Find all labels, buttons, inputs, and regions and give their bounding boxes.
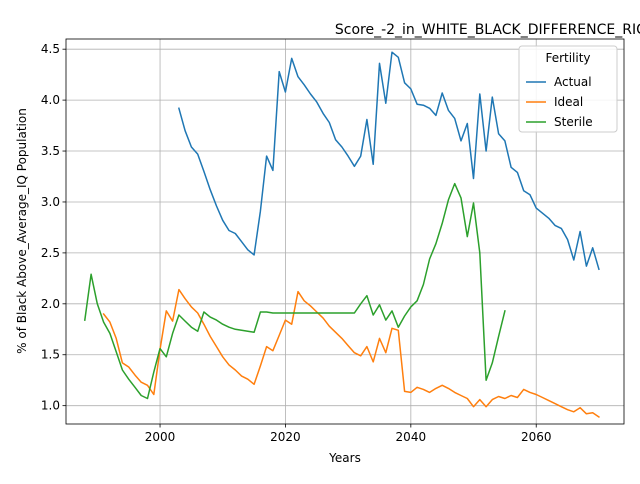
legend-label-actual: Actual [554,75,592,89]
y-tick-label: 3.0 [41,195,60,209]
chart-title: Score_-2_in_WHITE_BLACK_DIFFERENCE_RICH_… [335,22,640,38]
y-tick-label: 3.5 [41,144,60,158]
y-axis-label: % of Black Above_Average_IQ Population [15,108,29,354]
axis-ticks: 2000 2020 2040 2060 1.0 1.5 2.0 2.5 3.0 3.5 4.0 4.5 [41,42,552,444]
series-line-ideal [102,288,600,418]
y-tick-label: 4.0 [41,93,60,107]
legend: Fertility Actual Ideal Sterile [518,45,618,133]
plot-frame [65,38,625,425]
x-tick-label: 2020 [270,430,301,444]
y-tick-label: 4.5 [41,42,60,56]
x-axis-label: Years [328,451,361,465]
legend-label-sterile: Sterile [554,115,593,129]
x-tick-label: 2040 [396,430,427,444]
y-tick-label: 2.0 [41,297,60,311]
series-line-sterile [83,182,506,400]
x-tick-label: 2000 [145,430,176,444]
y-tick-label: 1.5 [41,348,60,362]
series-lines [83,51,600,418]
x-tick-label: 2060 [521,430,552,444]
y-tick-label: 2.5 [41,246,60,260]
legend-title: Fertility [545,51,590,65]
y-tick-label: 1.0 [41,399,60,413]
series-line-actual [177,51,600,271]
legend-label-ideal: Ideal [554,95,583,109]
legend-entries: Actual Ideal Sterile [526,75,593,129]
legend-box [518,45,618,133]
